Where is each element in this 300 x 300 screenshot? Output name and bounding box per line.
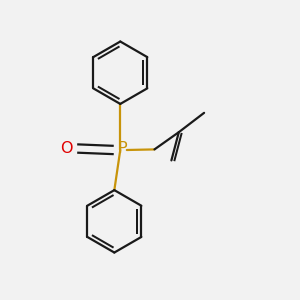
Text: P: P — [117, 141, 127, 156]
Text: O: O — [61, 141, 73, 156]
